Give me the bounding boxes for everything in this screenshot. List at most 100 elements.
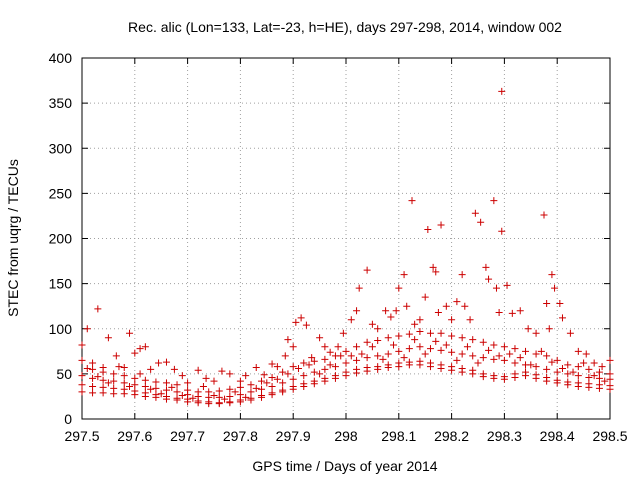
data-point bbox=[500, 343, 508, 351]
data-point bbox=[405, 361, 413, 369]
data-point bbox=[260, 371, 268, 379]
data-point bbox=[126, 383, 134, 391]
x-tick-label: 298.1 bbox=[381, 428, 416, 444]
data-point bbox=[606, 375, 614, 383]
data-point bbox=[363, 266, 371, 274]
data-point bbox=[131, 349, 139, 357]
data-point bbox=[490, 341, 498, 349]
data-point bbox=[355, 284, 363, 292]
y-tick-label: 200 bbox=[49, 231, 73, 247]
x-axis-label: GPS time / Days of year 2014 bbox=[252, 458, 437, 474]
data-point bbox=[342, 372, 350, 380]
data-point bbox=[263, 379, 271, 387]
data-point bbox=[218, 367, 226, 375]
data-point bbox=[551, 284, 559, 292]
data-point bbox=[416, 327, 424, 335]
data-point bbox=[334, 343, 342, 351]
data-point bbox=[516, 307, 524, 315]
grid bbox=[82, 58, 610, 419]
data-point bbox=[316, 334, 324, 342]
data-point bbox=[78, 372, 86, 380]
data-point bbox=[421, 350, 429, 358]
data-point bbox=[405, 330, 413, 338]
data-point bbox=[215, 400, 223, 408]
y-axis-label: STEC from uqrg / TECUs bbox=[5, 159, 21, 317]
data-point bbox=[424, 225, 432, 233]
data-point bbox=[426, 345, 434, 353]
y-tick-label: 0 bbox=[64, 411, 72, 427]
x-tick-label: 298.2 bbox=[434, 428, 469, 444]
data-point bbox=[162, 379, 170, 387]
data-point bbox=[321, 365, 329, 373]
data-point bbox=[205, 400, 213, 408]
data-point bbox=[585, 383, 593, 391]
x-tick-label: 297.7 bbox=[170, 428, 205, 444]
data-point bbox=[395, 284, 403, 292]
data-point bbox=[606, 356, 614, 364]
data-point bbox=[490, 197, 498, 205]
data-point bbox=[289, 375, 297, 383]
data-point bbox=[458, 271, 466, 279]
data-point bbox=[284, 336, 292, 344]
data-point bbox=[564, 381, 572, 389]
data-point bbox=[479, 338, 487, 346]
data-point bbox=[110, 377, 118, 385]
x-tick-label: 297.5 bbox=[64, 428, 99, 444]
data-point bbox=[321, 355, 329, 363]
data-point bbox=[347, 352, 355, 360]
data-point bbox=[279, 379, 287, 387]
data-point bbox=[342, 359, 350, 367]
data-point bbox=[606, 385, 614, 393]
data-point bbox=[495, 309, 503, 317]
data-point bbox=[289, 343, 297, 351]
data-point bbox=[78, 388, 86, 396]
data-point bbox=[580, 359, 588, 367]
data-point bbox=[469, 370, 477, 378]
data-point bbox=[474, 359, 482, 367]
data-point bbox=[453, 356, 461, 364]
data-point bbox=[89, 374, 97, 382]
data-point bbox=[368, 320, 376, 328]
data-point bbox=[429, 263, 437, 271]
data-point bbox=[466, 316, 474, 324]
data-point bbox=[231, 388, 239, 396]
data-point bbox=[273, 363, 281, 371]
data-point bbox=[247, 381, 255, 389]
data-point bbox=[289, 385, 297, 393]
data-point bbox=[316, 370, 324, 378]
data-point bbox=[403, 302, 411, 310]
x-tick-label: 298.4 bbox=[540, 428, 575, 444]
data-point bbox=[434, 309, 442, 317]
data-point bbox=[284, 370, 292, 378]
data-point bbox=[595, 384, 603, 392]
data-point bbox=[78, 341, 86, 349]
data-point bbox=[392, 307, 400, 315]
data-point bbox=[448, 316, 456, 324]
data-point bbox=[448, 348, 456, 356]
data-point bbox=[582, 350, 590, 358]
data-point bbox=[598, 363, 606, 371]
data-point bbox=[104, 379, 112, 387]
chart-title: Rec. alic (Lon=133, Lat=-23, h=HE), days… bbox=[128, 19, 562, 35]
data-point bbox=[162, 395, 170, 403]
y-tick-label: 150 bbox=[49, 276, 73, 292]
data-point bbox=[411, 320, 419, 328]
data-point bbox=[395, 363, 403, 371]
data-point bbox=[400, 354, 408, 362]
data-point bbox=[400, 271, 408, 279]
data-point bbox=[162, 386, 170, 394]
data-point bbox=[437, 329, 445, 337]
data-point bbox=[236, 398, 244, 406]
data-point bbox=[601, 377, 609, 385]
data-point bbox=[498, 87, 506, 95]
data-point bbox=[339, 329, 347, 337]
data-point bbox=[173, 388, 181, 396]
data-point bbox=[120, 390, 128, 398]
x-tick-label: 298 bbox=[334, 428, 358, 444]
data-point bbox=[479, 354, 487, 362]
data-point bbox=[226, 370, 234, 378]
data-point bbox=[258, 377, 266, 385]
data-point bbox=[221, 395, 229, 403]
